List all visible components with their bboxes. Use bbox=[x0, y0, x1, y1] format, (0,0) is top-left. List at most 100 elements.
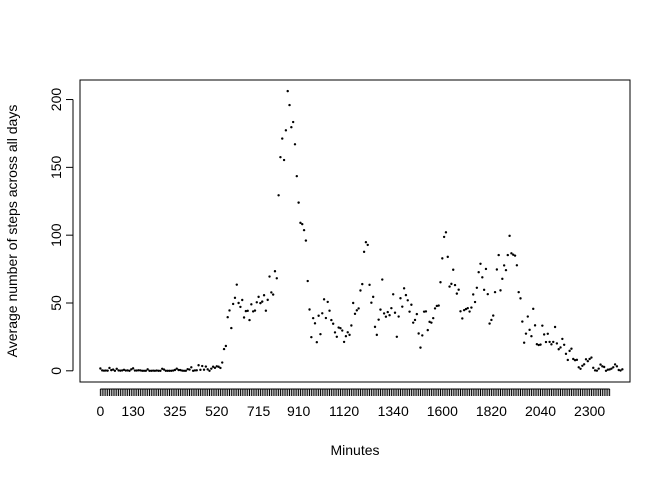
point bbox=[361, 282, 364, 286]
point bbox=[435, 304, 439, 308]
point bbox=[544, 340, 548, 344]
point bbox=[395, 335, 399, 338]
x-axis-label: Minutes bbox=[330, 442, 379, 458]
point bbox=[144, 369, 148, 373]
point bbox=[461, 317, 464, 320]
point bbox=[117, 369, 120, 372]
y-tick-label: 0 bbox=[48, 367, 64, 375]
point bbox=[268, 275, 271, 278]
point bbox=[608, 368, 611, 371]
point bbox=[479, 262, 482, 265]
point bbox=[253, 309, 257, 312]
point bbox=[248, 318, 251, 322]
point bbox=[188, 368, 191, 371]
point bbox=[357, 307, 360, 310]
point bbox=[573, 359, 577, 362]
point bbox=[481, 276, 484, 279]
point bbox=[610, 367, 613, 370]
point bbox=[271, 293, 275, 296]
point bbox=[604, 369, 608, 373]
point bbox=[308, 308, 311, 311]
point bbox=[122, 368, 126, 372]
point bbox=[561, 337, 564, 341]
point bbox=[384, 315, 388, 318]
x-tick-label: 0 bbox=[96, 403, 104, 419]
point bbox=[135, 369, 138, 372]
point bbox=[104, 369, 108, 372]
point bbox=[548, 340, 551, 344]
point bbox=[235, 283, 238, 286]
point bbox=[326, 300, 329, 304]
point bbox=[381, 278, 384, 281]
point bbox=[528, 328, 531, 332]
point bbox=[124, 369, 128, 372]
point bbox=[441, 257, 444, 260]
point bbox=[141, 369, 144, 373]
point bbox=[424, 310, 428, 313]
point bbox=[477, 271, 480, 274]
point bbox=[557, 348, 560, 351]
point bbox=[335, 335, 339, 338]
point bbox=[219, 366, 222, 370]
point bbox=[546, 332, 549, 335]
point bbox=[182, 369, 186, 373]
point bbox=[592, 366, 595, 370]
point bbox=[475, 286, 479, 289]
point bbox=[517, 290, 520, 294]
point bbox=[206, 368, 209, 371]
point bbox=[228, 309, 231, 312]
point bbox=[413, 318, 417, 322]
point bbox=[621, 368, 624, 371]
point bbox=[488, 322, 491, 325]
y-tick-label: 150 bbox=[48, 155, 64, 179]
point bbox=[281, 137, 284, 140]
point bbox=[284, 129, 288, 132]
y-tick-label: 50 bbox=[48, 295, 64, 311]
point bbox=[110, 368, 113, 372]
point bbox=[288, 103, 291, 107]
x-tick-label: 1820 bbox=[476, 403, 507, 419]
point bbox=[237, 301, 240, 305]
point bbox=[242, 316, 246, 319]
point bbox=[344, 335, 348, 338]
point bbox=[362, 250, 366, 254]
point bbox=[346, 331, 349, 334]
point bbox=[613, 363, 617, 366]
point bbox=[148, 369, 151, 373]
point bbox=[175, 367, 178, 370]
point bbox=[319, 332, 322, 336]
point bbox=[570, 347, 573, 350]
point bbox=[290, 126, 293, 129]
point bbox=[564, 352, 568, 356]
point bbox=[559, 346, 562, 349]
point bbox=[199, 368, 202, 372]
point bbox=[137, 369, 140, 372]
point bbox=[161, 367, 164, 370]
point bbox=[370, 301, 373, 304]
point bbox=[130, 368, 133, 371]
point bbox=[324, 316, 328, 320]
point bbox=[595, 369, 599, 372]
point bbox=[468, 310, 471, 313]
point bbox=[259, 301, 262, 305]
point bbox=[541, 324, 544, 327]
point bbox=[530, 335, 533, 338]
point bbox=[261, 300, 264, 303]
point bbox=[266, 298, 269, 302]
point bbox=[515, 264, 519, 267]
point bbox=[373, 325, 377, 329]
point bbox=[359, 289, 362, 292]
point bbox=[217, 365, 220, 368]
point bbox=[277, 194, 280, 197]
point bbox=[251, 310, 255, 313]
point bbox=[508, 234, 511, 238]
point bbox=[366, 243, 369, 247]
point bbox=[602, 365, 606, 369]
point bbox=[593, 369, 597, 372]
point bbox=[410, 303, 413, 306]
point bbox=[524, 332, 528, 335]
point bbox=[333, 331, 337, 334]
point bbox=[519, 297, 522, 300]
y-tick-label: 200 bbox=[48, 88, 64, 112]
